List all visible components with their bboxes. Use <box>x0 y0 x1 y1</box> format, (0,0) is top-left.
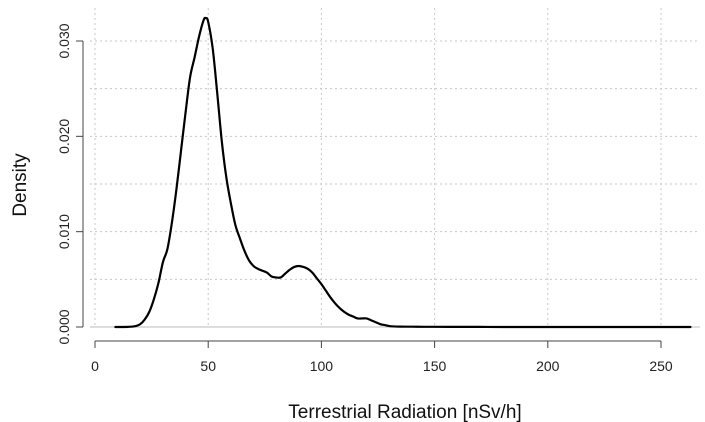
y-tick-label: 0.020 <box>56 119 72 154</box>
y-tick-label: 0.030 <box>56 23 72 58</box>
x-tick-label: 250 <box>649 358 673 374</box>
x-axis-title: Terrestrial Radiation [nSv/h] <box>288 402 521 422</box>
y-tick-label: 0.000 <box>56 309 72 344</box>
x-tick-label: 50 <box>200 358 216 374</box>
x-tick-label: 100 <box>310 358 334 374</box>
y-axis-title: Density <box>10 153 31 217</box>
axes: 0.000 0.010 0.020 0.030 0 50 100 150 200 250 <box>56 23 673 374</box>
x-tick-label: 200 <box>536 358 560 374</box>
x-tick-label: 150 <box>423 358 447 374</box>
density-curve <box>114 16 692 329</box>
y-tick-label: 0.010 <box>56 214 72 249</box>
x-tick-label: 0 <box>91 358 99 374</box>
grid <box>90 8 700 328</box>
